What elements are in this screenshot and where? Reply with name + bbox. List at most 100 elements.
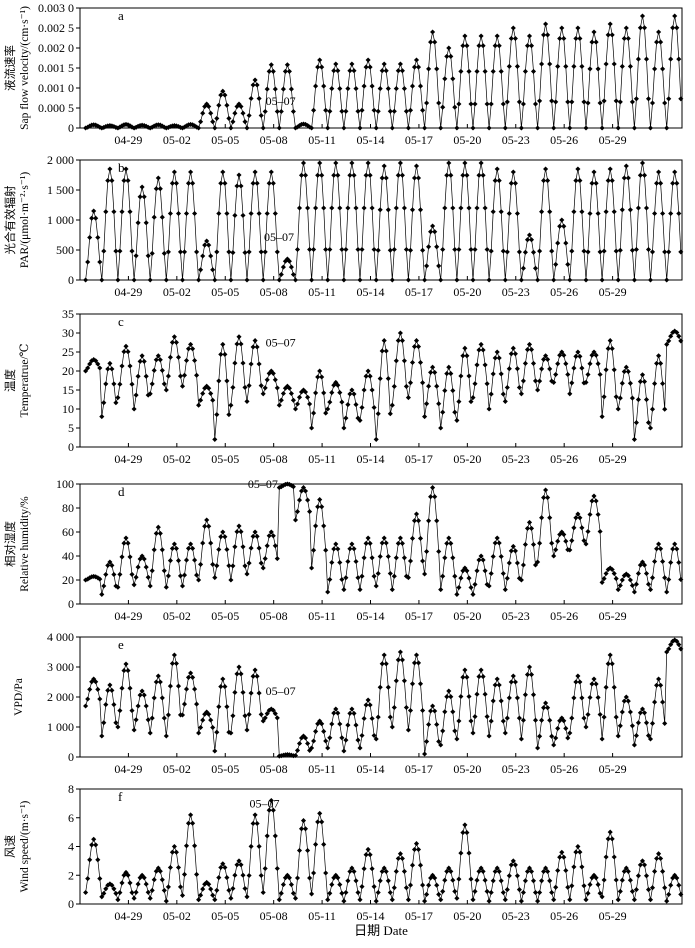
data-point	[325, 589, 331, 595]
data-point	[627, 577, 633, 583]
x-tick-label: 05-02	[163, 285, 191, 299]
data-point	[220, 676, 226, 682]
data-point	[518, 125, 524, 131]
data-point	[244, 277, 250, 283]
data-point	[319, 374, 325, 380]
data-point	[224, 546, 230, 553]
data-point	[383, 348, 389, 354]
data-point	[161, 887, 167, 893]
data-point	[522, 878, 528, 884]
data-point	[212, 748, 218, 754]
data-point	[561, 531, 567, 538]
data-point	[603, 684, 609, 690]
data-point	[262, 249, 268, 255]
data-point	[658, 682, 664, 688]
data-point	[254, 180, 260, 186]
data-point	[645, 420, 652, 426]
data-point	[256, 361, 262, 367]
data-point	[389, 724, 395, 730]
data-point	[539, 515, 545, 521]
data-point	[341, 898, 347, 904]
data-point	[143, 881, 149, 887]
data-point	[635, 397, 641, 403]
data-point	[595, 511, 601, 518]
data-point	[85, 259, 91, 265]
data-point	[452, 246, 458, 253]
data-point	[524, 672, 531, 678]
data-point	[585, 100, 591, 106]
data-point	[537, 378, 543, 384]
data-point	[113, 720, 119, 726]
data-point	[448, 694, 454, 700]
data-point	[262, 865, 268, 872]
data-point	[248, 95, 254, 102]
data-point	[151, 367, 157, 373]
data-point	[641, 710, 648, 716]
data-point	[625, 369, 631, 375]
data-point	[583, 897, 589, 903]
data-point	[532, 717, 539, 723]
y-tick-label: 6	[68, 811, 74, 825]
data-point	[537, 889, 543, 896]
data-point	[543, 21, 549, 27]
data-point	[238, 671, 244, 677]
data-point	[371, 246, 377, 253]
data-point	[226, 249, 232, 255]
data-point	[83, 277, 89, 283]
data-point	[551, 125, 557, 131]
data-point	[391, 704, 397, 711]
data-point	[490, 698, 496, 704]
data-point	[403, 383, 409, 389]
data-point	[109, 687, 115, 693]
data-point	[512, 862, 518, 868]
data-point	[341, 587, 347, 593]
data-point	[450, 877, 456, 883]
data-point	[468, 399, 474, 405]
data-point	[101, 248, 107, 254]
data-point	[133, 717, 139, 723]
data-point	[300, 160, 307, 166]
data-point	[246, 560, 252, 566]
x-tick-label: 05-14	[357, 909, 385, 923]
y-axis-label-en: Sap flow velocity/(cm·s⁻¹)	[19, 6, 31, 130]
data-point	[478, 667, 484, 673]
data-point	[161, 568, 167, 574]
data-point	[613, 248, 619, 254]
data-point	[210, 267, 216, 273]
data-point	[367, 64, 373, 70]
data-point	[280, 86, 286, 92]
data-point	[494, 349, 500, 355]
data-point	[676, 56, 682, 62]
data-point	[563, 63, 569, 69]
data-point	[432, 494, 438, 500]
data-point	[379, 540, 385, 546]
data-point	[623, 865, 629, 871]
data-point	[226, 115, 232, 121]
data-point	[192, 686, 198, 692]
data-point	[131, 406, 137, 412]
data-point	[603, 209, 609, 215]
data-point	[413, 338, 420, 344]
data-point	[196, 125, 202, 131]
data-point	[391, 246, 397, 253]
data-point	[456, 584, 462, 591]
data-point	[656, 169, 662, 175]
data-point	[246, 872, 252, 879]
data-point	[593, 875, 599, 881]
data-point	[480, 557, 486, 563]
data-point	[466, 68, 472, 74]
data-point	[365, 57, 371, 63]
data-point	[436, 891, 442, 897]
data-point	[460, 172, 466, 178]
data-point	[323, 738, 329, 744]
x-tick-label: 05-14	[357, 609, 385, 623]
x-tick-label: 05-08	[260, 609, 288, 623]
data-point	[466, 575, 472, 581]
data-point	[373, 736, 379, 742]
data-point	[528, 525, 535, 531]
data-point	[260, 889, 266, 896]
data-point	[526, 33, 533, 39]
data-point	[662, 720, 668, 726]
data-point	[278, 108, 284, 115]
data-point	[652, 699, 658, 705]
